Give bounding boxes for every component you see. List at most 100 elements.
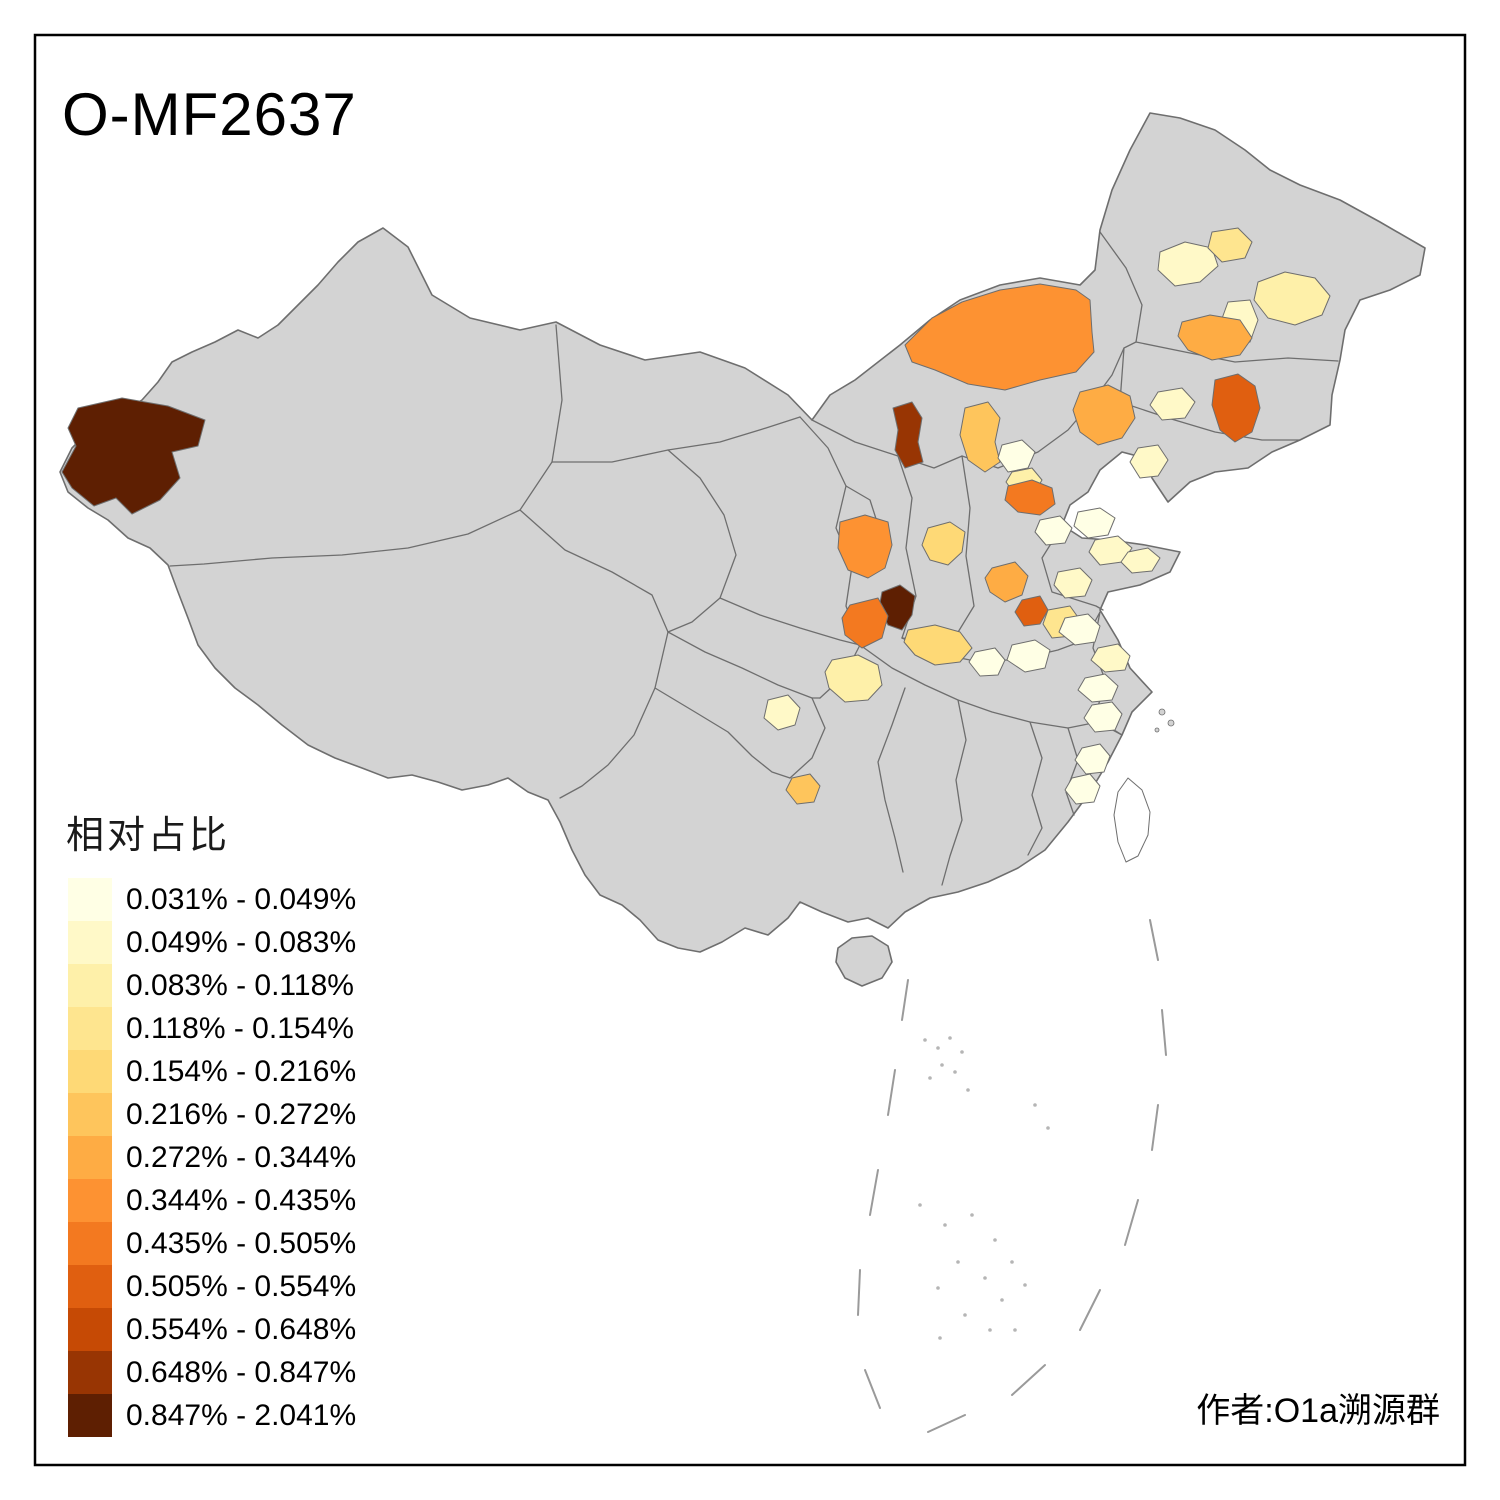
region-heilongjiang-north bbox=[1207, 227, 1253, 263]
islet bbox=[988, 1328, 992, 1332]
islet bbox=[938, 1336, 942, 1340]
legend-swatch bbox=[68, 921, 112, 964]
region-jiangsu-south bbox=[1090, 643, 1131, 673]
colored-regions bbox=[61, 227, 1331, 805]
province-border-line bbox=[789, 697, 826, 779]
region-hebei-north bbox=[959, 401, 1001, 473]
province-border-line bbox=[719, 597, 861, 646]
legend-swatch bbox=[68, 1007, 112, 1050]
legend-label: 0.435% - 0.505% bbox=[126, 1227, 356, 1260]
islet bbox=[960, 1050, 964, 1054]
region-jilin-west bbox=[1177, 314, 1253, 361]
region-zhejiang-north bbox=[1083, 701, 1123, 733]
legend-swatch bbox=[68, 1265, 112, 1308]
islet bbox=[970, 1213, 974, 1217]
hainan-island bbox=[835, 935, 893, 987]
region-shandong-west bbox=[1034, 515, 1073, 546]
islet bbox=[966, 1088, 970, 1092]
province-border-line bbox=[1027, 721, 1043, 856]
islet bbox=[923, 1038, 927, 1042]
islet bbox=[1013, 1328, 1017, 1332]
islet bbox=[918, 1203, 922, 1207]
taiwan-island bbox=[1113, 777, 1151, 863]
legend-label: 0.648% - 0.847% bbox=[126, 1356, 356, 1389]
coastal-islets bbox=[1154, 708, 1175, 733]
province-border-line bbox=[667, 631, 821, 699]
province-borders bbox=[169, 231, 1339, 886]
region-anhui-north bbox=[1058, 613, 1101, 646]
province-border-line bbox=[1119, 401, 1301, 441]
legend-swatch bbox=[68, 1179, 112, 1222]
region-inner-mongolia-south bbox=[892, 401, 924, 469]
legend-label: 0.554% - 0.648% bbox=[126, 1313, 356, 1346]
legend-label: 0.344% - 0.435% bbox=[126, 1184, 356, 1217]
legend-label: 0.216% - 0.272% bbox=[126, 1098, 356, 1131]
islet bbox=[983, 1276, 987, 1280]
province-border-line bbox=[169, 324, 563, 567]
legend-swatch bbox=[68, 1351, 112, 1394]
province-border-line bbox=[877, 687, 906, 873]
region-hubei-north bbox=[1006, 639, 1051, 673]
province-border-line bbox=[1135, 341, 1339, 363]
province-border-line bbox=[667, 449, 737, 633]
legend-label: 0.049% - 0.083% bbox=[126, 926, 356, 959]
province-border-line bbox=[941, 699, 967, 886]
region-shaanxi-central bbox=[841, 597, 889, 649]
region-heilongjiang-east bbox=[1253, 271, 1331, 326]
region-guizhou-north bbox=[785, 773, 821, 805]
islet bbox=[1023, 1283, 1027, 1287]
islet bbox=[936, 1286, 940, 1290]
legend-swatch bbox=[68, 1136, 112, 1179]
region-shandong-north bbox=[1073, 507, 1116, 539]
legend-swatch bbox=[68, 1222, 112, 1265]
province-border-line bbox=[1041, 525, 1104, 611]
islet bbox=[940, 1063, 944, 1067]
islet bbox=[943, 1223, 947, 1227]
region-anhui-south bbox=[1077, 673, 1119, 703]
islet bbox=[1154, 727, 1160, 733]
region-gansu-south bbox=[824, 654, 883, 703]
legend-swatch bbox=[68, 1093, 112, 1136]
province-border-line bbox=[551, 416, 801, 463]
province-border-line bbox=[654, 687, 791, 779]
islet bbox=[953, 1070, 957, 1074]
islet bbox=[1167, 719, 1175, 727]
legend-swatch bbox=[68, 1394, 112, 1437]
region-hebei-east bbox=[1004, 479, 1056, 516]
islet bbox=[993, 1238, 997, 1242]
region-beijing-north bbox=[997, 439, 1036, 473]
region-henan-north bbox=[984, 561, 1029, 603]
province-border-line bbox=[1065, 727, 1079, 816]
legend-label: 0.847% - 2.041% bbox=[126, 1399, 356, 1432]
region-heilongjiang-west bbox=[1157, 241, 1219, 287]
region-shanxi-central bbox=[837, 514, 893, 579]
islet bbox=[936, 1046, 940, 1050]
legend-label: 0.083% - 0.118% bbox=[126, 969, 354, 1002]
province-border-line bbox=[519, 509, 669, 799]
region-liaoning-north bbox=[1149, 387, 1196, 421]
region-zhejiang-coast bbox=[1074, 743, 1111, 775]
islet bbox=[963, 1313, 967, 1317]
islet bbox=[1046, 1126, 1050, 1130]
islet bbox=[928, 1076, 932, 1080]
region-inner-mongolia-central bbox=[904, 283, 1095, 391]
region-xinjiang-kashgar bbox=[61, 397, 206, 515]
region-henan-northeast bbox=[1053, 567, 1093, 599]
page-title: O-MF2637 bbox=[62, 81, 357, 148]
islet bbox=[956, 1260, 960, 1264]
legend-swatch bbox=[68, 964, 112, 1007]
south-china-sea-islands bbox=[918, 1036, 1050, 1340]
legend-swatch bbox=[68, 1050, 112, 1093]
region-fujian-north bbox=[1064, 773, 1101, 805]
islet bbox=[1033, 1103, 1037, 1107]
islet bbox=[1000, 1298, 1004, 1302]
legend-title: 相对占比 bbox=[66, 815, 230, 857]
legend-label: 0.118% - 0.154% bbox=[126, 1012, 354, 1045]
province-border-line bbox=[859, 644, 1123, 736]
region-liaoning-west bbox=[1072, 384, 1136, 446]
region-shaanxi-south bbox=[903, 624, 973, 666]
islet bbox=[1010, 1260, 1014, 1264]
region-jilin-east bbox=[1211, 373, 1261, 443]
